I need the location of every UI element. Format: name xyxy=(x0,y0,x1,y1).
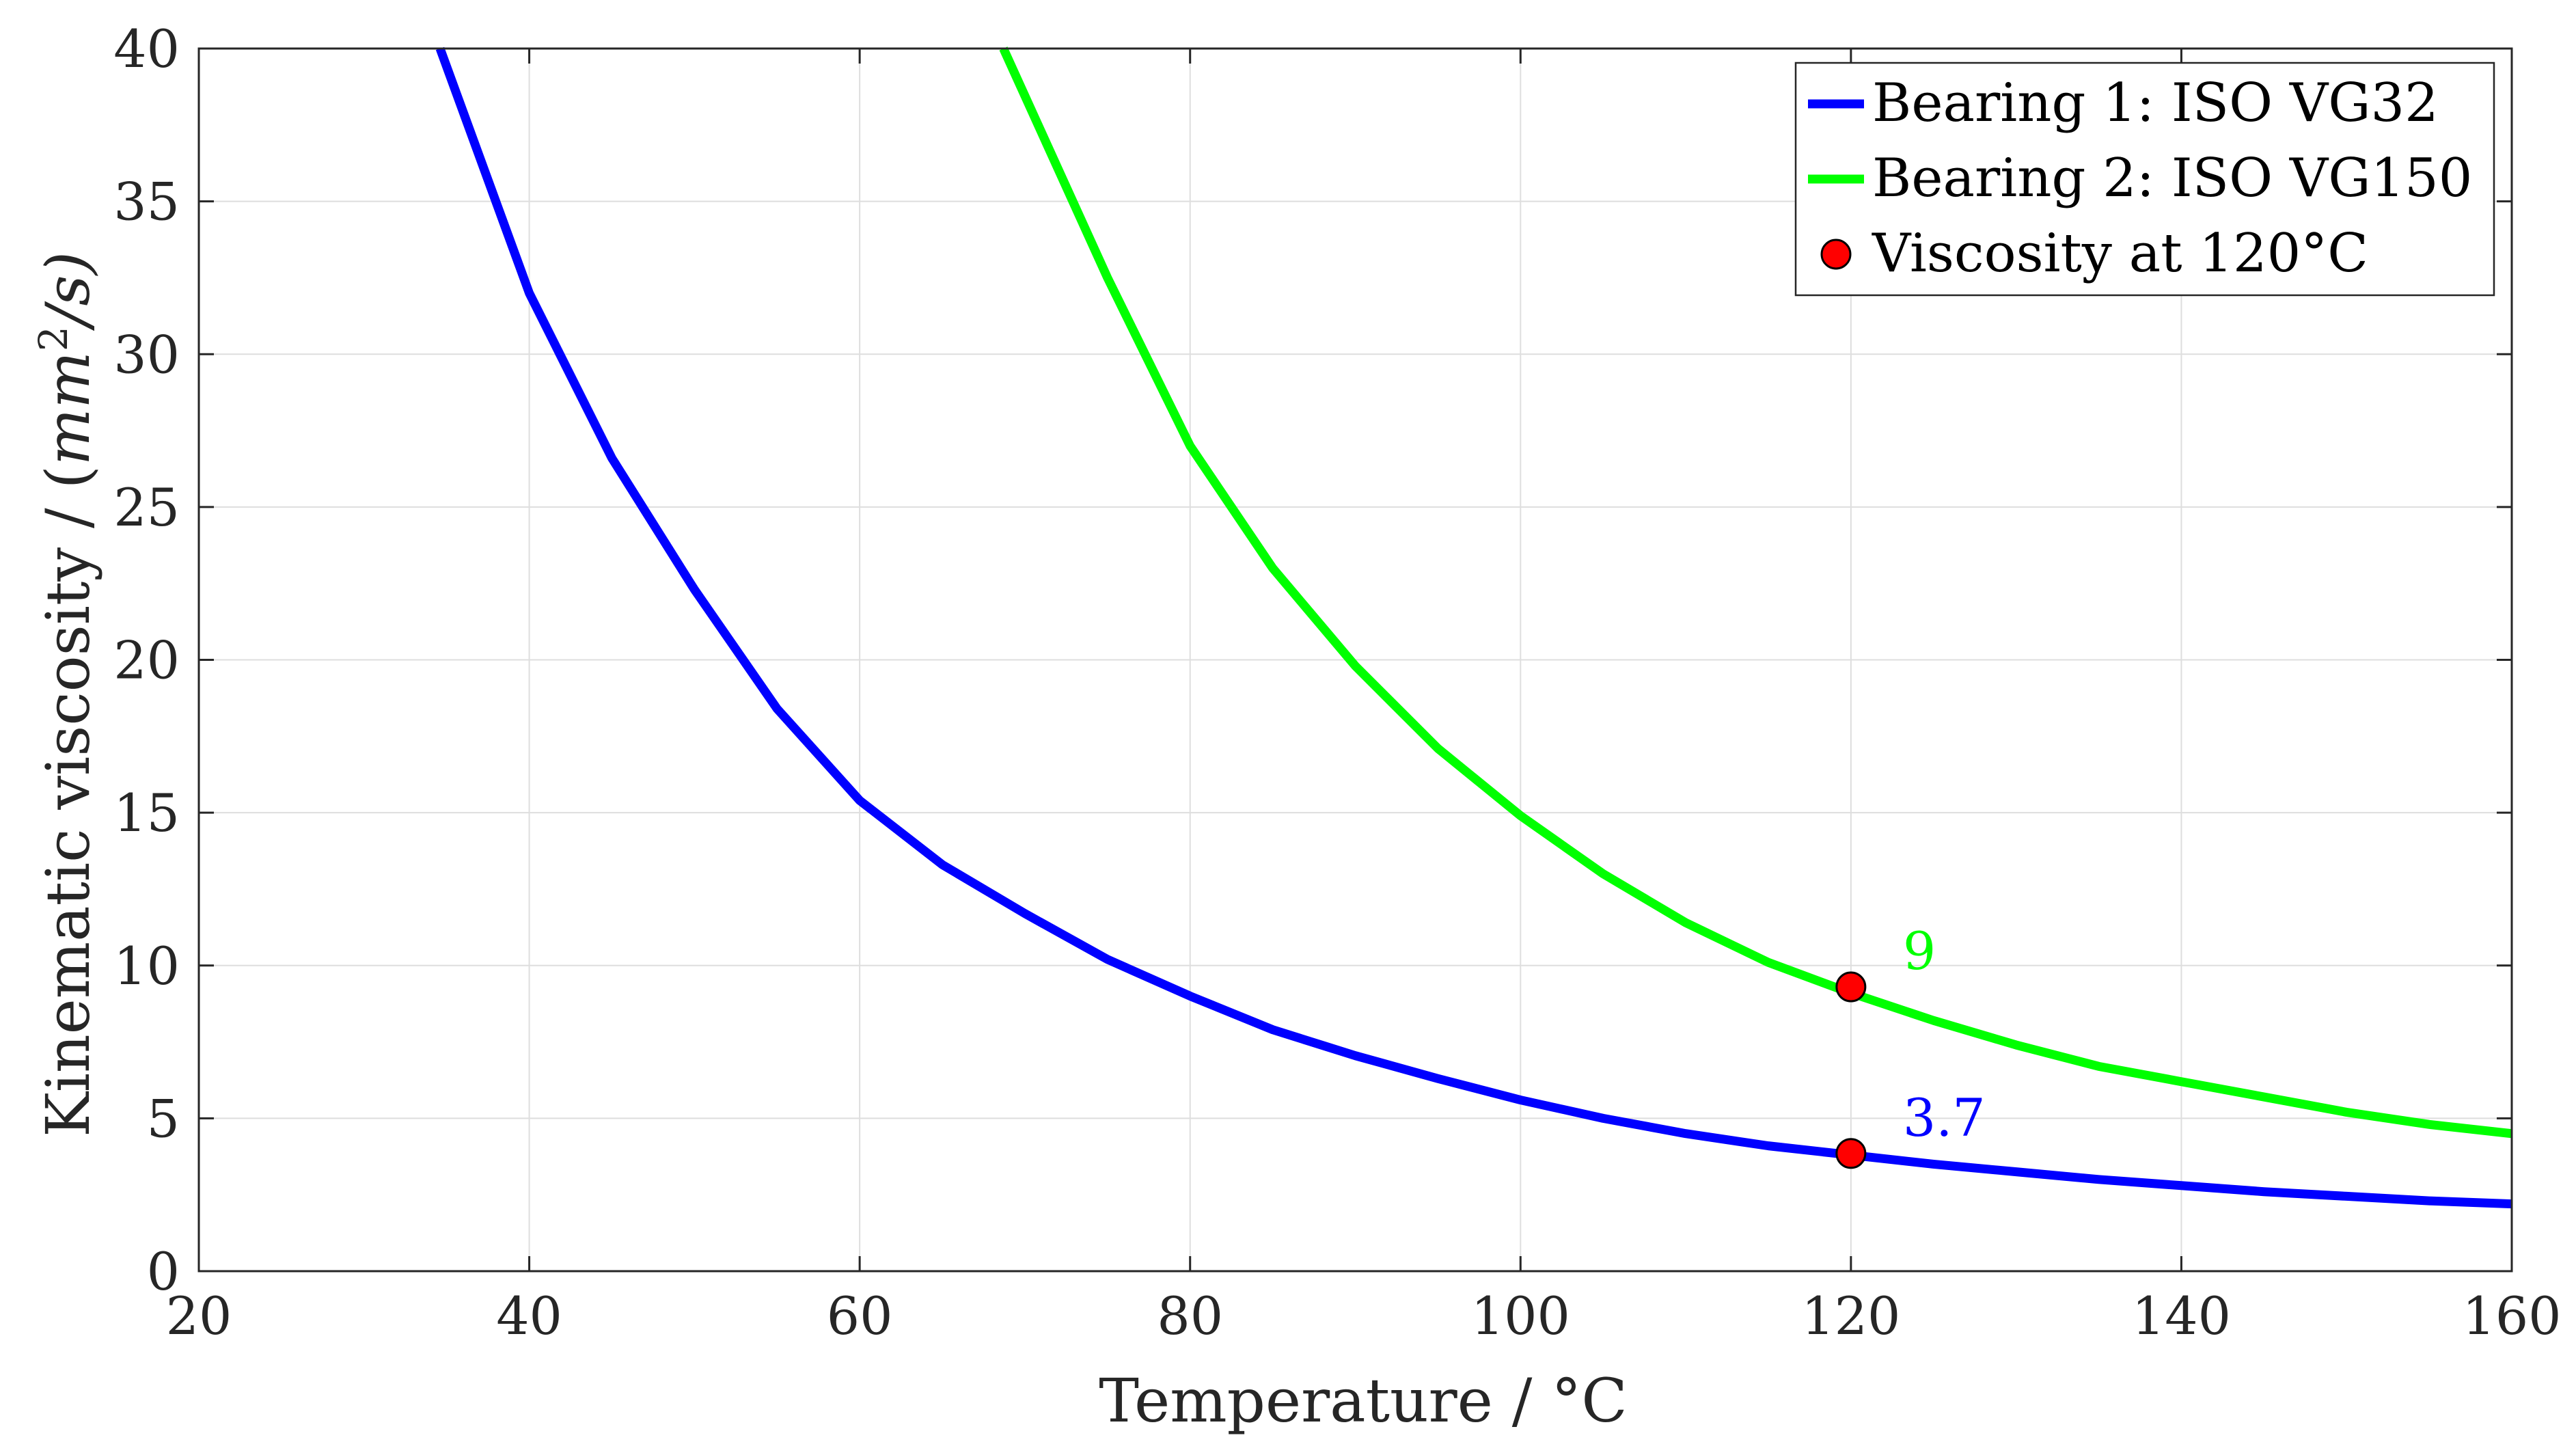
y-axis-title: Kinematic viscosity / (mm2/s) xyxy=(30,251,103,1137)
legend-box xyxy=(1794,62,2495,297)
x-tick-label: 140 xyxy=(2132,1286,2231,1346)
legend-label-marker: Viscosity at 120°C xyxy=(1872,223,2368,284)
y-axis-title-main: Kinematic viscosity / ( xyxy=(33,465,103,1137)
x-tick-label: 160 xyxy=(2462,1286,2561,1346)
y-axis-title-exp: 2 xyxy=(30,326,77,351)
y-tick-label: 5 xyxy=(147,1088,180,1149)
tick-labels: 20 40 60 80 100 120 140 160 0 5 10 15 20 25 30 35 40 xyxy=(113,18,2561,1346)
legend-swatch-marker xyxy=(1820,239,1852,270)
y-tick-label: 40 xyxy=(113,18,180,79)
x-tick-label: 20 xyxy=(166,1286,232,1346)
y-tick-label: 20 xyxy=(113,630,180,691)
y-tick-label: 25 xyxy=(113,477,180,538)
y-tick-label: 30 xyxy=(113,324,180,385)
y-tick-label: 10 xyxy=(113,936,180,996)
y-tick-label: 35 xyxy=(113,172,180,232)
series-line-1 xyxy=(435,46,2512,1209)
x-tick-label: 120 xyxy=(1801,1286,1900,1346)
plot-frame xyxy=(197,47,2513,1273)
y-axis-title-tail: /s) xyxy=(33,251,103,331)
x-tick-label: 100 xyxy=(1471,1286,1570,1346)
series-lines xyxy=(435,46,2512,1209)
marker-points: 93.7 xyxy=(1835,921,1986,1169)
viscosity-point-1 xyxy=(1835,971,1867,1003)
series-line-2 xyxy=(999,46,2512,1139)
legend-label-bearing-1: Bearing 1: ISO VG32 xyxy=(1872,72,2439,134)
y-axis-title-unit: mm xyxy=(33,351,103,465)
legend: Bearing 1: ISO VG32 Bearing 2: ISO VG150… xyxy=(1794,62,2495,297)
x-tick-label: 80 xyxy=(1157,1286,1223,1346)
x-tick-label: 60 xyxy=(827,1286,893,1346)
viscosity-point-2 xyxy=(1835,1138,1867,1169)
x-axis-title: Temperature / °C xyxy=(1099,1365,1627,1436)
y-tick-label: 15 xyxy=(113,783,180,843)
data-label-1: 9 xyxy=(1903,921,1936,981)
legend-label-bearing-2: Bearing 2: ISO VG150 xyxy=(1872,148,2472,209)
axes xyxy=(197,47,2513,1273)
data-label-2: 3.7 xyxy=(1903,1087,1986,1148)
x-tick-label: 40 xyxy=(496,1286,562,1346)
y-tick-label: 0 xyxy=(147,1241,180,1302)
